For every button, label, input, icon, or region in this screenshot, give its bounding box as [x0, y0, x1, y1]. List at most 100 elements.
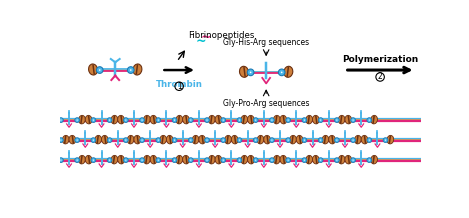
Ellipse shape	[361, 135, 368, 144]
Ellipse shape	[253, 158, 258, 163]
Ellipse shape	[127, 135, 134, 144]
Ellipse shape	[204, 118, 209, 123]
Ellipse shape	[240, 66, 249, 77]
Ellipse shape	[99, 69, 100, 71]
Text: Thrombin: Thrombin	[156, 80, 203, 89]
Ellipse shape	[255, 160, 256, 161]
Ellipse shape	[287, 140, 289, 141]
Ellipse shape	[111, 115, 118, 124]
Ellipse shape	[286, 158, 291, 163]
Ellipse shape	[93, 140, 94, 141]
Ellipse shape	[174, 140, 175, 141]
Ellipse shape	[59, 118, 63, 123]
Ellipse shape	[130, 69, 132, 71]
Ellipse shape	[225, 135, 231, 144]
Ellipse shape	[289, 135, 296, 144]
Ellipse shape	[192, 135, 199, 144]
Ellipse shape	[204, 138, 209, 143]
Ellipse shape	[318, 118, 323, 123]
Ellipse shape	[255, 140, 256, 141]
Ellipse shape	[59, 158, 63, 163]
Ellipse shape	[338, 155, 345, 164]
Ellipse shape	[273, 155, 280, 164]
Ellipse shape	[189, 118, 193, 123]
Ellipse shape	[237, 138, 242, 143]
Ellipse shape	[351, 138, 356, 143]
Ellipse shape	[95, 135, 101, 144]
Ellipse shape	[140, 158, 144, 163]
Ellipse shape	[79, 155, 85, 164]
Ellipse shape	[287, 160, 289, 161]
Ellipse shape	[257, 135, 264, 144]
Ellipse shape	[302, 138, 307, 143]
Ellipse shape	[150, 155, 157, 164]
Ellipse shape	[140, 138, 144, 143]
Ellipse shape	[345, 115, 352, 124]
Ellipse shape	[174, 119, 175, 121]
Ellipse shape	[273, 115, 280, 124]
Ellipse shape	[133, 64, 142, 75]
Ellipse shape	[239, 140, 240, 141]
Ellipse shape	[190, 140, 191, 141]
Ellipse shape	[231, 135, 238, 144]
Ellipse shape	[355, 135, 361, 144]
Ellipse shape	[318, 138, 323, 143]
Ellipse shape	[223, 160, 224, 161]
Ellipse shape	[160, 135, 166, 144]
Ellipse shape	[241, 115, 248, 124]
Ellipse shape	[125, 140, 127, 141]
Ellipse shape	[296, 135, 303, 144]
Ellipse shape	[318, 158, 323, 163]
Ellipse shape	[304, 119, 305, 121]
Ellipse shape	[304, 160, 305, 161]
Ellipse shape	[176, 115, 183, 124]
Ellipse shape	[176, 155, 183, 164]
Ellipse shape	[338, 115, 345, 124]
Ellipse shape	[59, 138, 63, 143]
Ellipse shape	[312, 155, 319, 164]
Text: ~: ~	[196, 35, 206, 48]
Ellipse shape	[107, 138, 112, 143]
Ellipse shape	[367, 118, 372, 123]
Ellipse shape	[369, 160, 370, 161]
Ellipse shape	[223, 140, 224, 141]
Ellipse shape	[208, 155, 215, 164]
Ellipse shape	[53, 155, 60, 164]
Ellipse shape	[91, 158, 96, 163]
Ellipse shape	[241, 155, 248, 164]
Ellipse shape	[206, 160, 208, 161]
Ellipse shape	[109, 119, 110, 121]
Ellipse shape	[76, 160, 78, 161]
Ellipse shape	[304, 140, 305, 141]
Ellipse shape	[85, 155, 92, 164]
Ellipse shape	[107, 158, 112, 163]
Ellipse shape	[302, 118, 307, 123]
Ellipse shape	[76, 140, 78, 141]
Ellipse shape	[189, 138, 193, 143]
Ellipse shape	[248, 115, 254, 124]
Ellipse shape	[109, 140, 110, 141]
Ellipse shape	[158, 160, 159, 161]
Ellipse shape	[156, 158, 161, 163]
Ellipse shape	[158, 140, 159, 141]
Ellipse shape	[306, 115, 312, 124]
Ellipse shape	[93, 160, 94, 161]
Ellipse shape	[69, 135, 76, 144]
Ellipse shape	[75, 118, 80, 123]
Ellipse shape	[336, 140, 338, 141]
Ellipse shape	[75, 138, 80, 143]
Ellipse shape	[91, 118, 96, 123]
Ellipse shape	[123, 158, 128, 163]
Ellipse shape	[353, 160, 354, 161]
Ellipse shape	[353, 119, 354, 121]
Ellipse shape	[53, 115, 60, 124]
Ellipse shape	[334, 158, 339, 163]
Ellipse shape	[76, 119, 78, 121]
Ellipse shape	[334, 118, 339, 123]
Ellipse shape	[221, 118, 226, 123]
Ellipse shape	[189, 158, 193, 163]
Ellipse shape	[367, 158, 372, 163]
Ellipse shape	[239, 160, 240, 161]
Ellipse shape	[286, 118, 291, 123]
Ellipse shape	[280, 155, 287, 164]
